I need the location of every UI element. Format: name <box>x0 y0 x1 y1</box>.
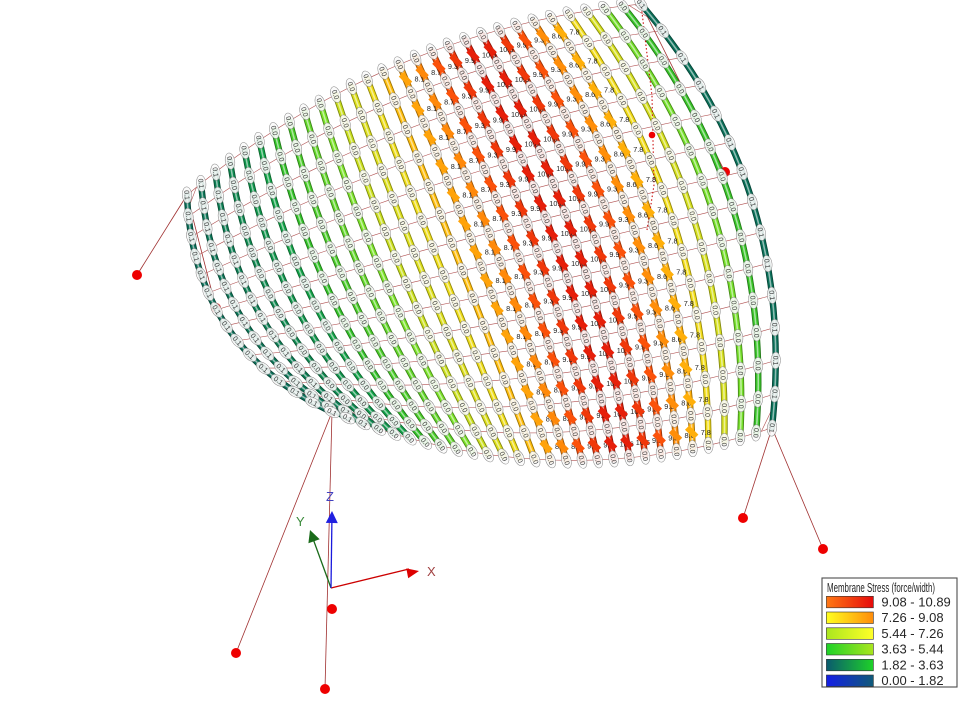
svg-text:0.0: 0.0 <box>648 385 656 396</box>
svg-text:0.0: 0.0 <box>661 350 669 361</box>
svg-text:0.0: 0.0 <box>653 417 661 428</box>
svg-text:0.0: 0.0 <box>751 428 759 438</box>
svg-text:0.1: 0.1 <box>767 423 775 433</box>
svg-text:7.8: 7.8 <box>698 395 708 404</box>
svg-text:0.0: 0.0 <box>715 337 723 347</box>
svg-text:0.0: 0.0 <box>636 419 644 430</box>
svg-text:0.1: 0.1 <box>767 290 775 300</box>
svg-text:0.0: 0.0 <box>692 310 700 321</box>
svg-text:0.1: 0.1 <box>770 323 777 333</box>
svg-text:0.0: 0.0 <box>683 378 691 388</box>
svg-text:5.44 - 7.26: 5.44 - 7.26 <box>881 626 943 641</box>
svg-text:7.8: 7.8 <box>657 206 667 215</box>
svg-text:0.1: 0.1 <box>770 389 778 399</box>
svg-text:0.0: 0.0 <box>729 300 737 311</box>
svg-text:7.8: 7.8 <box>619 115 629 124</box>
svg-text:0.1: 0.1 <box>182 190 190 200</box>
svg-text:7.8: 7.8 <box>701 428 711 437</box>
svg-text:0.0: 0.0 <box>688 444 695 454</box>
svg-text:1.82 - 3.63: 1.82 - 3.63 <box>881 657 943 672</box>
svg-text:Membrane Stress (force/width): Membrane Stress (force/width) <box>827 581 935 595</box>
svg-text:0.0: 0.0 <box>737 399 744 409</box>
svg-text:0.0: 0.0 <box>720 403 727 413</box>
svg-text:0.0: 0.0 <box>754 361 761 371</box>
svg-text:7.8: 7.8 <box>695 363 705 372</box>
svg-text:0.0: 0.0 <box>753 394 761 404</box>
svg-text:0.0: 0.0 <box>720 437 727 447</box>
svg-text:0.1: 0.1 <box>183 211 191 222</box>
svg-text:0.0: 0.0 <box>701 374 709 384</box>
svg-text:0.0: 0.0 <box>666 382 674 393</box>
svg-text:7.8: 7.8 <box>684 299 694 308</box>
svg-text:7.8: 7.8 <box>570 28 580 37</box>
svg-text:0.0: 0.0 <box>697 342 705 353</box>
svg-text:0.1: 0.1 <box>771 356 778 366</box>
svg-text:0.0: 0.0 <box>736 433 743 443</box>
svg-text:0.0: 0.0 <box>640 451 648 462</box>
svg-text:0.0: 0.0 <box>679 346 687 357</box>
svg-text:9.08 - 10.89: 9.08 - 10.89 <box>881 594 950 609</box>
svg-text:0.0: 0.0 <box>752 328 759 338</box>
svg-text:Z: Z <box>326 489 334 504</box>
svg-text:0.0: 0.0 <box>710 305 718 316</box>
svg-text:0.0: 0.0 <box>669 414 677 424</box>
svg-text:0.00 - 1.82: 0.00 - 1.82 <box>881 673 943 688</box>
svg-text:0.0: 0.0 <box>672 446 680 456</box>
svg-text:7.8: 7.8 <box>587 56 597 65</box>
svg-text:0.1: 0.1 <box>196 178 204 189</box>
svg-text:0.0: 0.0 <box>704 440 711 450</box>
svg-text:7.8: 7.8 <box>604 86 614 95</box>
svg-text:X: X <box>427 564 436 579</box>
svg-text:0.0: 0.0 <box>686 411 693 421</box>
svg-text:0.0: 0.0 <box>748 295 756 306</box>
svg-text:0.0: 0.0 <box>703 407 710 417</box>
svg-text:Y: Y <box>296 514 305 529</box>
svg-text:7.8: 7.8 <box>690 331 700 340</box>
svg-text:3.63 - 5.44: 3.63 - 5.44 <box>881 642 943 657</box>
svg-text:0.1: 0.1 <box>210 167 218 178</box>
svg-text:0.1: 0.1 <box>762 258 770 269</box>
svg-text:0.0: 0.0 <box>656 449 664 460</box>
svg-text:7.8: 7.8 <box>646 175 656 184</box>
svg-text:0.0: 0.0 <box>736 366 743 376</box>
svg-text:0.0: 0.0 <box>718 370 725 380</box>
svg-text:7.26 - 9.08: 7.26 - 9.08 <box>881 610 943 625</box>
svg-text:7.8: 7.8 <box>676 268 686 277</box>
svg-text:7.8: 7.8 <box>667 237 677 246</box>
svg-text:0.0: 0.0 <box>733 333 741 343</box>
svg-text:7.8: 7.8 <box>633 145 643 154</box>
